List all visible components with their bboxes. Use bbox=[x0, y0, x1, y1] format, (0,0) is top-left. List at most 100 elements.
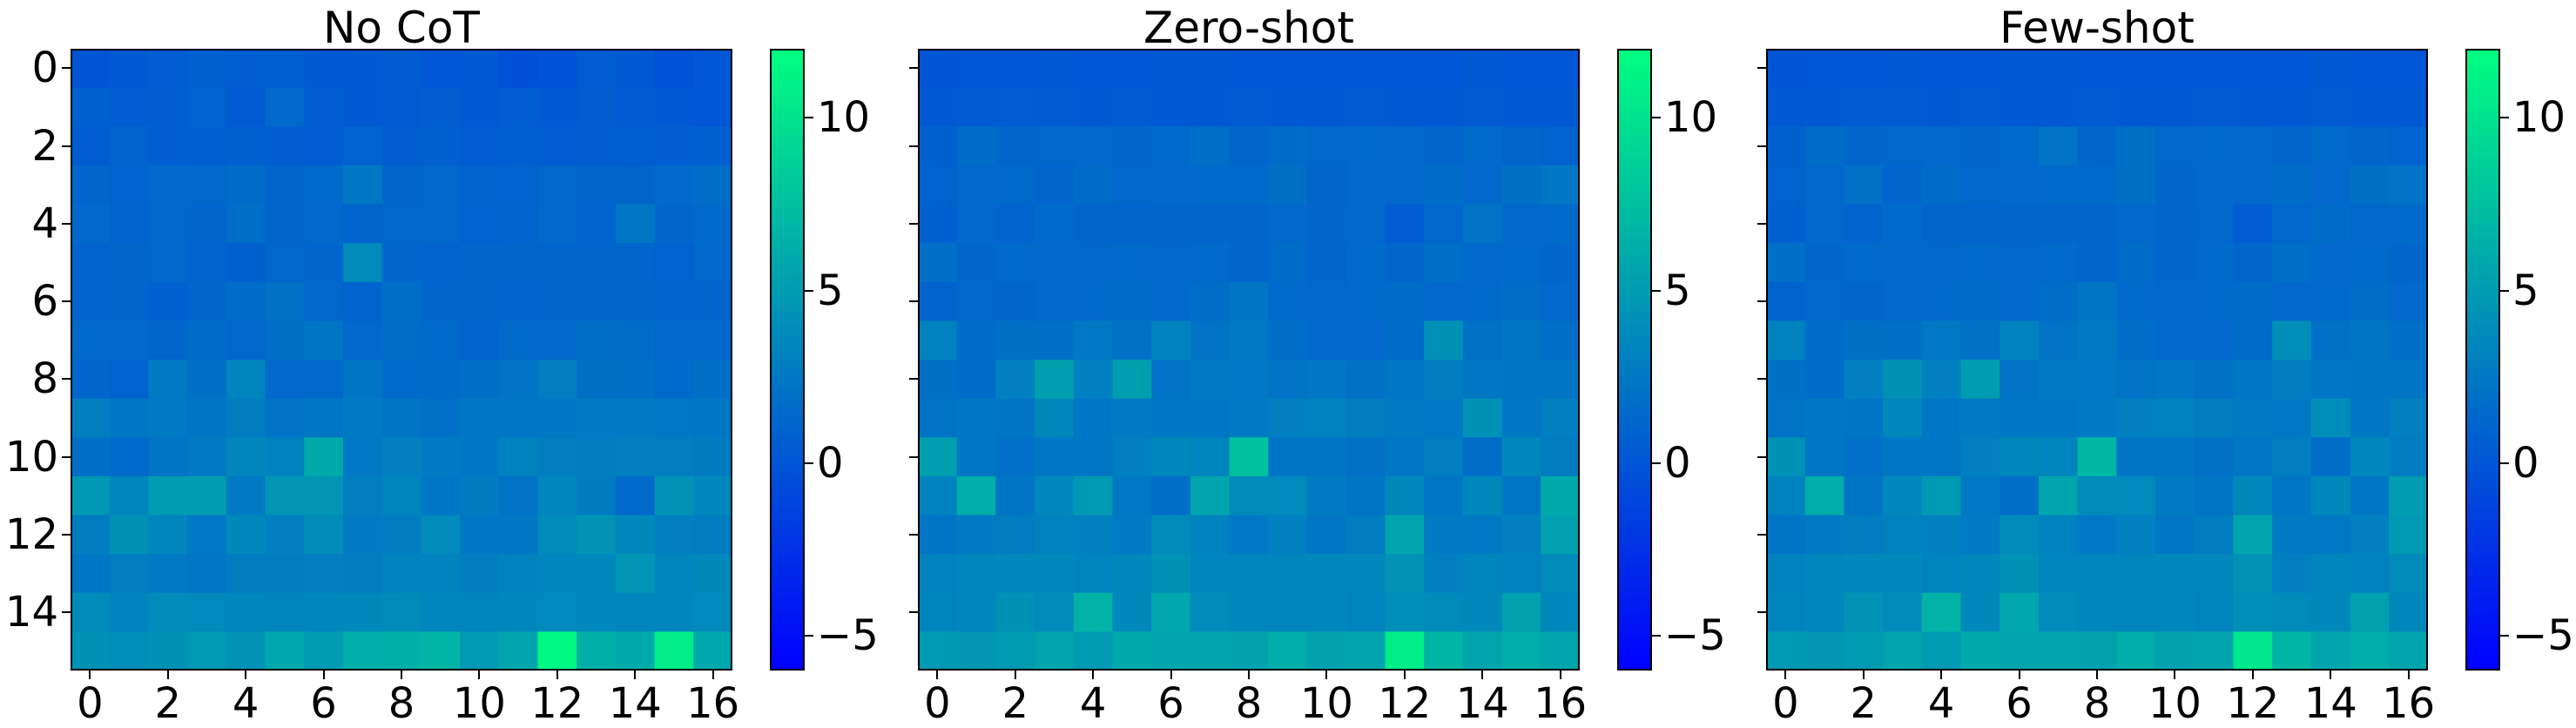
heatmap-cell bbox=[1921, 320, 1962, 361]
heatmap-cell bbox=[654, 320, 694, 361]
colorbar-tick-mark bbox=[805, 635, 813, 637]
heatmap-cell bbox=[2310, 165, 2351, 206]
heatmap-cell bbox=[615, 437, 656, 477]
heatmap-cell bbox=[2194, 554, 2235, 594]
heatmap-cell bbox=[537, 631, 577, 671]
heatmap-cell bbox=[1501, 554, 1541, 594]
heatmap-cell bbox=[1385, 554, 1425, 594]
x-tick-label: 14 bbox=[608, 679, 662, 728]
heatmap-cell bbox=[109, 554, 150, 594]
heatmap-cell bbox=[2038, 437, 2079, 477]
heatmap-cell bbox=[460, 592, 500, 632]
heatmap-cell bbox=[1345, 281, 1386, 321]
heatmap-cell bbox=[2389, 360, 2428, 400]
heatmap-cell bbox=[2155, 360, 2195, 400]
heatmap-cell bbox=[2233, 592, 2273, 632]
heatmap-cell bbox=[615, 398, 656, 438]
heatmap-cell bbox=[1035, 204, 1075, 244]
heatmap-cell bbox=[956, 475, 997, 516]
heatmap-cell bbox=[956, 360, 997, 400]
heatmap-cell bbox=[1999, 437, 2040, 477]
x-tick-label: 4 bbox=[1927, 679, 1955, 728]
heatmap bbox=[1766, 49, 2428, 671]
heatmap-cell bbox=[2310, 49, 2351, 89]
heatmap-cell bbox=[2233, 87, 2273, 127]
heatmap-cell bbox=[995, 515, 1035, 555]
heatmap-cell bbox=[71, 126, 111, 166]
colorbar-tick-label: 5 bbox=[1664, 266, 1691, 315]
heatmap-cell bbox=[1345, 398, 1386, 438]
heatmap-cell bbox=[1804, 49, 1845, 89]
heatmap-cell bbox=[226, 49, 266, 89]
heatmap-cell bbox=[148, 165, 188, 206]
heatmap-cell bbox=[1999, 554, 2040, 594]
heatmap-cell bbox=[1268, 631, 1308, 671]
heatmap-cell bbox=[693, 87, 732, 127]
heatmap-cell bbox=[2233, 281, 2273, 321]
heatmap-cell bbox=[995, 554, 1035, 594]
x-tick-label: 10 bbox=[452, 679, 506, 728]
x-tick-label: 16 bbox=[1534, 679, 1588, 728]
heatmap-cell bbox=[537, 360, 577, 400]
heatmap-cell bbox=[1541, 49, 1580, 89]
heatmap-cell bbox=[498, 437, 539, 477]
heatmap-cell bbox=[1307, 515, 1347, 555]
heatmap-cell bbox=[693, 554, 732, 594]
heatmap-cell bbox=[1960, 515, 2000, 555]
heatmap-cell bbox=[421, 320, 461, 361]
y-tick-label: 4 bbox=[31, 199, 58, 248]
heatmap-cell bbox=[109, 475, 150, 516]
heatmap-cell bbox=[1921, 360, 1962, 400]
heatmap-cell bbox=[1112, 398, 1152, 438]
heatmap-cell bbox=[918, 515, 958, 555]
heatmap-cell bbox=[2350, 360, 2390, 400]
heatmap-cell bbox=[2233, 554, 2273, 594]
heatmap-cell bbox=[1921, 126, 1962, 166]
x-tick-mark bbox=[2096, 671, 2098, 679]
heatmap-cell bbox=[342, 360, 383, 400]
colorbar-gradient bbox=[2465, 49, 2500, 671]
heatmap-cell bbox=[2389, 243, 2428, 283]
heatmap-cell bbox=[1424, 204, 1464, 244]
heatmap-cell bbox=[1804, 592, 1845, 632]
heatmap-cell bbox=[421, 281, 461, 321]
heatmap-cell bbox=[498, 243, 539, 283]
heatmap-cell bbox=[577, 320, 617, 361]
heatmap-cell bbox=[1424, 437, 1464, 477]
heatmap-cell bbox=[109, 49, 150, 89]
heatmap-cell bbox=[1541, 437, 1580, 477]
heatmap-cell bbox=[304, 165, 344, 206]
heatmap-cell bbox=[1999, 87, 2040, 127]
heatmap-cell bbox=[460, 398, 500, 438]
heatmap-cell bbox=[2155, 126, 2195, 166]
heatmap-cell bbox=[2310, 87, 2351, 127]
heatmap-cell bbox=[956, 320, 997, 361]
x-tick-label: 16 bbox=[2382, 679, 2436, 728]
heatmap-cell bbox=[1804, 398, 1845, 438]
heatmap-cell bbox=[460, 49, 500, 89]
y-tick-mark bbox=[62, 378, 71, 381]
heatmap-cell bbox=[109, 281, 150, 321]
heatmap-cell bbox=[381, 320, 421, 361]
x-tick-mark bbox=[1325, 671, 1328, 679]
y-tick-mark bbox=[62, 611, 71, 614]
heatmap-cell bbox=[1883, 243, 1923, 283]
heatmap-cell bbox=[1804, 475, 1845, 516]
heatmap-cell bbox=[2038, 281, 2079, 321]
y-tick-label: 10 bbox=[4, 432, 58, 482]
heatmap-cell bbox=[1229, 49, 1269, 89]
heatmap-cell bbox=[693, 592, 732, 632]
heatmap-cell bbox=[1883, 281, 1923, 321]
heatmap-cell bbox=[693, 515, 732, 555]
heatmap-cell bbox=[342, 87, 383, 127]
heatmap-cell bbox=[342, 243, 383, 283]
x-tick-label: 0 bbox=[924, 679, 951, 728]
heatmap-cell bbox=[1804, 515, 1845, 555]
heatmap-cell bbox=[1035, 475, 1075, 516]
heatmap-cell bbox=[1960, 281, 2000, 321]
heatmap-cell bbox=[1035, 360, 1075, 400]
y-tick-mark bbox=[62, 455, 71, 458]
heatmap-cell bbox=[1229, 87, 1269, 127]
heatmap-cell bbox=[1073, 475, 1114, 516]
heatmap-cell bbox=[956, 243, 997, 283]
